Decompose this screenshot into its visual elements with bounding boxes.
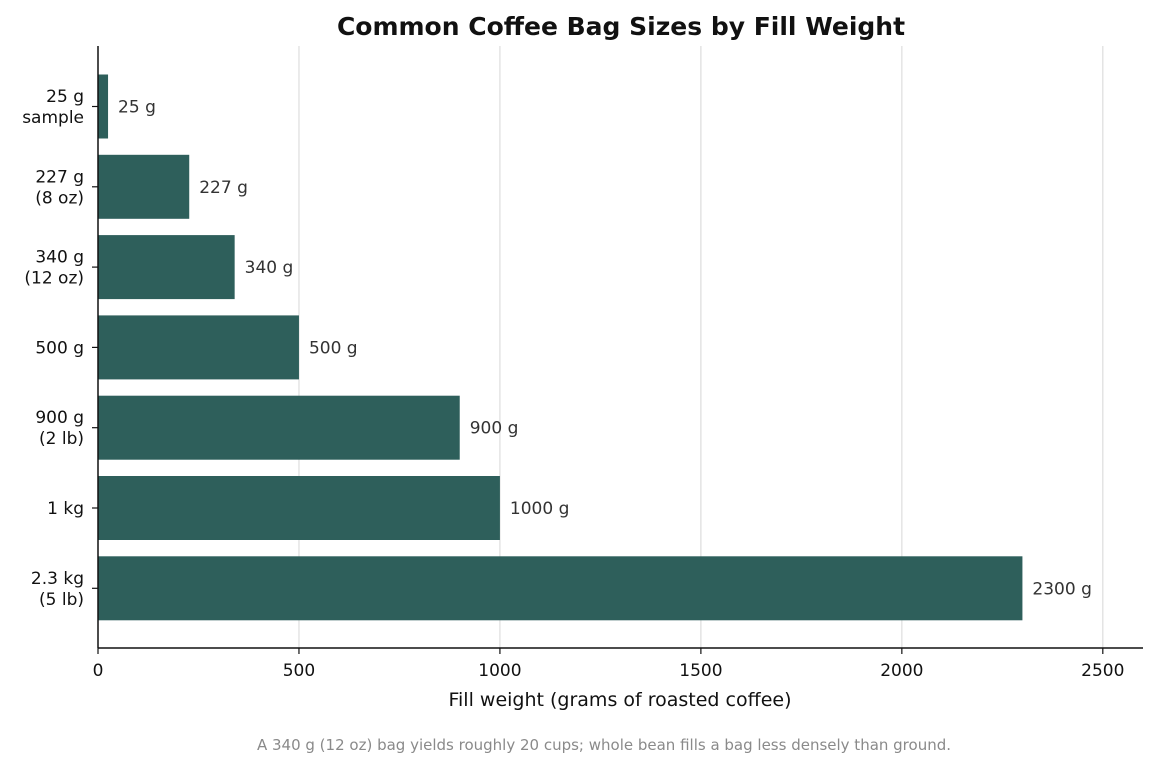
bar-value-label-3: 500 g: [309, 338, 358, 358]
x-tick-label-500: 500: [283, 661, 315, 681]
y-tick-label-4: 900 g (2 lb): [35, 408, 84, 449]
y-tick-label-0: 25 g sample: [22, 87, 84, 128]
x-tick-label-0: 0: [93, 661, 104, 681]
y-tick-label-1: 227 g (8 oz): [35, 167, 84, 208]
y-tick-label-3: 500 g: [35, 338, 84, 358]
bar-value-label-5: 1000 g: [510, 499, 569, 519]
bars: 25 g 227 g 340 g 500 g 900 g 1000 g 2300 g: [98, 74, 1092, 621]
bar-2: [98, 235, 235, 300]
bar-value-label-0: 25 g: [118, 98, 156, 118]
x-tick-label-2500: 2500: [1081, 661, 1124, 681]
y-tick-label-6: 2.3 kg (5 lb): [31, 569, 84, 610]
bar-value-label-2: 340 g: [245, 258, 294, 278]
x-tick-label-2000: 2000: [880, 661, 923, 681]
footnote: A 340 g (12 oz) bag yields roughly 20 cu…: [257, 736, 951, 754]
chart-title: Common Coffee Bag Sizes by Fill Weight: [337, 12, 905, 41]
bar-1: [98, 154, 190, 219]
bar-value-label-6: 2300 g: [1032, 579, 1091, 599]
bar-3: [98, 315, 299, 380]
x-tick-label-1500: 1500: [679, 661, 722, 681]
bar-4: [98, 395, 460, 460]
y-tick-label-5: 1 kg: [47, 499, 84, 519]
bar-value-label-1: 227 g: [199, 178, 248, 198]
x-axis-label: Fill weight (grams of roasted coffee): [448, 689, 791, 711]
y-tick-label-2: 340 g (12 oz): [24, 248, 84, 289]
ticks: 0 500 1000 1500 2000 2500 25 g sample 227 g (8 oz…: [22, 87, 1124, 681]
grid-lines: [298, 46, 1104, 648]
bar-0: [98, 74, 109, 139]
bar-value-label-4: 900 g: [470, 419, 519, 439]
bar-6: [98, 556, 1023, 621]
bar-5: [98, 476, 500, 540]
x-tick-label-1000: 1000: [478, 661, 521, 681]
